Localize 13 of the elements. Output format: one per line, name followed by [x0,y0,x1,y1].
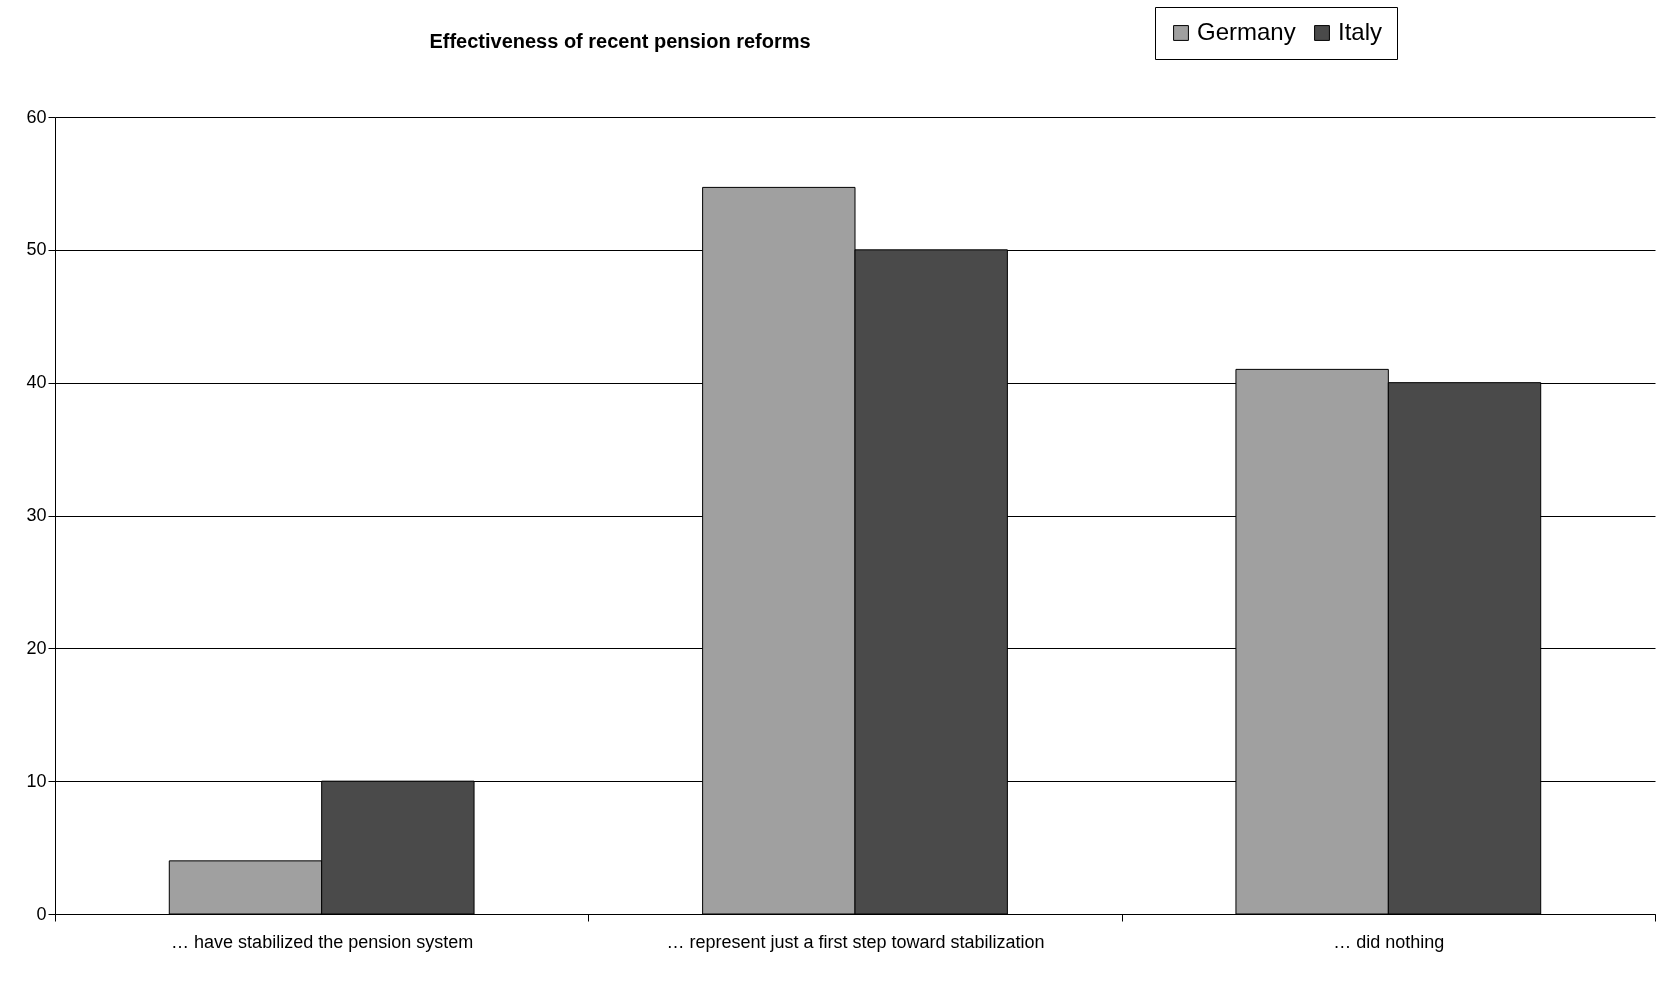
y-tick-label: 30 [26,505,47,525]
y-tick-label: 20 [26,637,47,658]
legend-label: Germany [1197,18,1296,45]
y-tick-label: 60 [26,106,47,127]
y-tick-label: 40 [26,372,47,393]
y-tick-label: 50 [26,239,47,260]
x-tick-label: … have stabilized the pension system [171,931,474,952]
legend-label: Italy [1338,18,1383,45]
y-tick-label: 10 [26,770,47,791]
x-tick-label: … represent just a first step toward stabilization [666,931,1045,952]
y-tick-label: 0 [36,903,47,924]
x-tick-label: … did nothing [1333,931,1445,952]
chart-title: Effectiveness of recent pension reforms [429,29,811,52]
